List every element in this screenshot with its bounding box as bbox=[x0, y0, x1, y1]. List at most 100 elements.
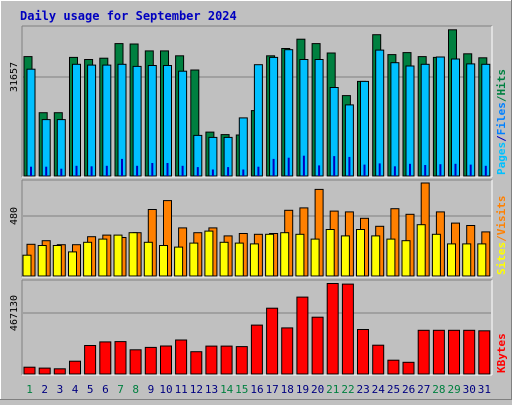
bar-pages-day-23 bbox=[363, 164, 366, 176]
legend-item: Hits bbox=[495, 69, 508, 96]
bar-kbytes-day-10 bbox=[160, 345, 172, 375]
bar-pages-day-26 bbox=[409, 163, 411, 176]
x-tick-day-24: 24 bbox=[372, 383, 386, 396]
bar-files-day-25 bbox=[390, 62, 400, 177]
bar-pages-day-17 bbox=[272, 158, 275, 176]
x-tick-day-15: 15 bbox=[235, 383, 248, 396]
bar-files-day-18 bbox=[284, 49, 294, 177]
x-tick-day-27: 27 bbox=[417, 383, 430, 396]
bar-sites-day-6 bbox=[98, 238, 108, 277]
bar-pages-day-4 bbox=[75, 165, 78, 176]
x-tick-day-3: 3 bbox=[57, 383, 64, 396]
bar-kbytes-day-24 bbox=[372, 344, 385, 375]
bar-sites-day-15 bbox=[234, 242, 244, 277]
x-axis-labels: 1 2 3 4 5 6 7 8 9 10 11 12 13 14 15 16 17 18 19 20 21 22 23 24 2… bbox=[26, 383, 491, 396]
bar-pages-day-12 bbox=[196, 167, 199, 176]
bar-kbytes-day-3 bbox=[53, 368, 66, 375]
x-tick-day-1: 1 bbox=[26, 383, 33, 396]
chart-panels: 31657Pages/Files/Hits480Sites/Visits4671… bbox=[9, 25, 508, 376]
x-tick-day-26: 26 bbox=[402, 383, 415, 396]
bar-pages-day-13 bbox=[211, 169, 214, 176]
bar-kbytes-day-31 bbox=[478, 330, 491, 375]
y-tick-label: 480 bbox=[9, 207, 20, 225]
bar-sites-day-3 bbox=[52, 245, 62, 277]
bar-kbytes-day-2 bbox=[38, 367, 51, 375]
bar-pages-day-25 bbox=[393, 166, 396, 176]
bar-sites-day-26 bbox=[401, 240, 411, 277]
bar-sites-day-19 bbox=[295, 233, 305, 277]
bar-pages-day-10 bbox=[166, 163, 169, 176]
bar-pages-day-11 bbox=[181, 165, 184, 176]
x-tick-day-19: 19 bbox=[296, 383, 309, 396]
bar-files-day-4 bbox=[72, 63, 81, 177]
bar-files-day-31 bbox=[481, 63, 491, 177]
bar-sites-day-31 bbox=[477, 243, 487, 277]
bar-kbytes-day-18 bbox=[281, 327, 294, 375]
x-tick-day-6: 6 bbox=[102, 383, 109, 396]
bar-pages-day-18 bbox=[287, 157, 290, 176]
bar-files-day-1 bbox=[26, 68, 36, 177]
bar-sites-day-10 bbox=[159, 245, 168, 277]
bar-kbytes-day-12 bbox=[190, 351, 203, 375]
bar-pages-day-22 bbox=[348, 156, 351, 176]
bar-sites-day-4 bbox=[68, 251, 77, 277]
x-tick-day-30: 30 bbox=[463, 383, 476, 396]
bar-sites-day-24 bbox=[371, 235, 381, 277]
bar-kbytes-day-6 bbox=[99, 341, 112, 375]
bar-sites-day-29 bbox=[447, 243, 456, 277]
bar-kbytes-day-21 bbox=[326, 283, 339, 375]
bar-pages-day-14 bbox=[227, 167, 230, 176]
bar-files-day-27 bbox=[420, 63, 430, 177]
bar-files-day-30 bbox=[466, 63, 476, 177]
bar-sites-day-30 bbox=[462, 243, 472, 277]
bar-sites-day-11 bbox=[174, 246, 184, 277]
x-tick-day-4: 4 bbox=[72, 383, 79, 396]
bar-sites-day-13 bbox=[204, 230, 214, 277]
bar-kbytes-day-23 bbox=[357, 329, 369, 375]
x-tick-day-23: 23 bbox=[356, 383, 369, 396]
bar-pages-day-15 bbox=[242, 169, 245, 176]
bar-sites-day-25 bbox=[386, 238, 396, 277]
legend-panel-1: Pages/Files/Hits bbox=[495, 69, 508, 175]
bar-sites-day-2 bbox=[37, 245, 47, 277]
bar-files-day-23 bbox=[360, 80, 369, 177]
bar-kbytes-day-27 bbox=[417, 329, 430, 375]
x-tick-day-7: 7 bbox=[117, 383, 124, 396]
x-tick-day-21: 21 bbox=[326, 383, 339, 396]
bar-kbytes-day-1 bbox=[23, 366, 36, 375]
x-tick-day-2: 2 bbox=[41, 383, 48, 396]
legend-panel-3: KBytes bbox=[495, 333, 508, 373]
bar-files-day-16 bbox=[253, 64, 263, 177]
bar-sites-day-12 bbox=[189, 242, 199, 277]
bar-files-day-11 bbox=[178, 70, 188, 177]
panel-2: 480 Sites/Visits bbox=[9, 179, 508, 278]
legend-item: Sites bbox=[495, 242, 508, 275]
bar-kbytes-day-16 bbox=[250, 324, 263, 375]
bar-kbytes-day-11 bbox=[175, 339, 188, 375]
x-tick-day-12: 12 bbox=[190, 383, 203, 396]
x-tick-day-18: 18 bbox=[281, 383, 294, 396]
legend-item: / bbox=[495, 235, 508, 242]
bar-pages-day-31 bbox=[484, 165, 487, 176]
bar-kbytes-day-8 bbox=[129, 349, 142, 375]
bar-files-day-28 bbox=[435, 56, 445, 177]
bar-files-day-17 bbox=[269, 56, 279, 177]
y-tick-label: 467130 bbox=[9, 295, 20, 331]
bar-sites-day-17 bbox=[265, 233, 275, 277]
bar-kbytes-day-29 bbox=[448, 329, 460, 375]
x-tick-day-8: 8 bbox=[132, 383, 139, 396]
bar-pages-day-6 bbox=[105, 165, 108, 176]
bar-pages-day-7 bbox=[121, 158, 123, 176]
bar-pages-day-27 bbox=[424, 165, 427, 176]
bar-kbytes-day-22 bbox=[341, 283, 354, 375]
bar-sites-day-28 bbox=[431, 233, 441, 277]
bar-kbytes-day-13 bbox=[205, 345, 218, 375]
legend-item: / bbox=[495, 135, 508, 142]
bar-sites-day-1 bbox=[22, 254, 32, 277]
x-tick-day-17: 17 bbox=[266, 383, 279, 396]
bar-kbytes-day-30 bbox=[463, 329, 476, 375]
bar-sites-day-16 bbox=[249, 243, 259, 277]
legend-panel-2: Sites/Visits bbox=[495, 196, 508, 276]
